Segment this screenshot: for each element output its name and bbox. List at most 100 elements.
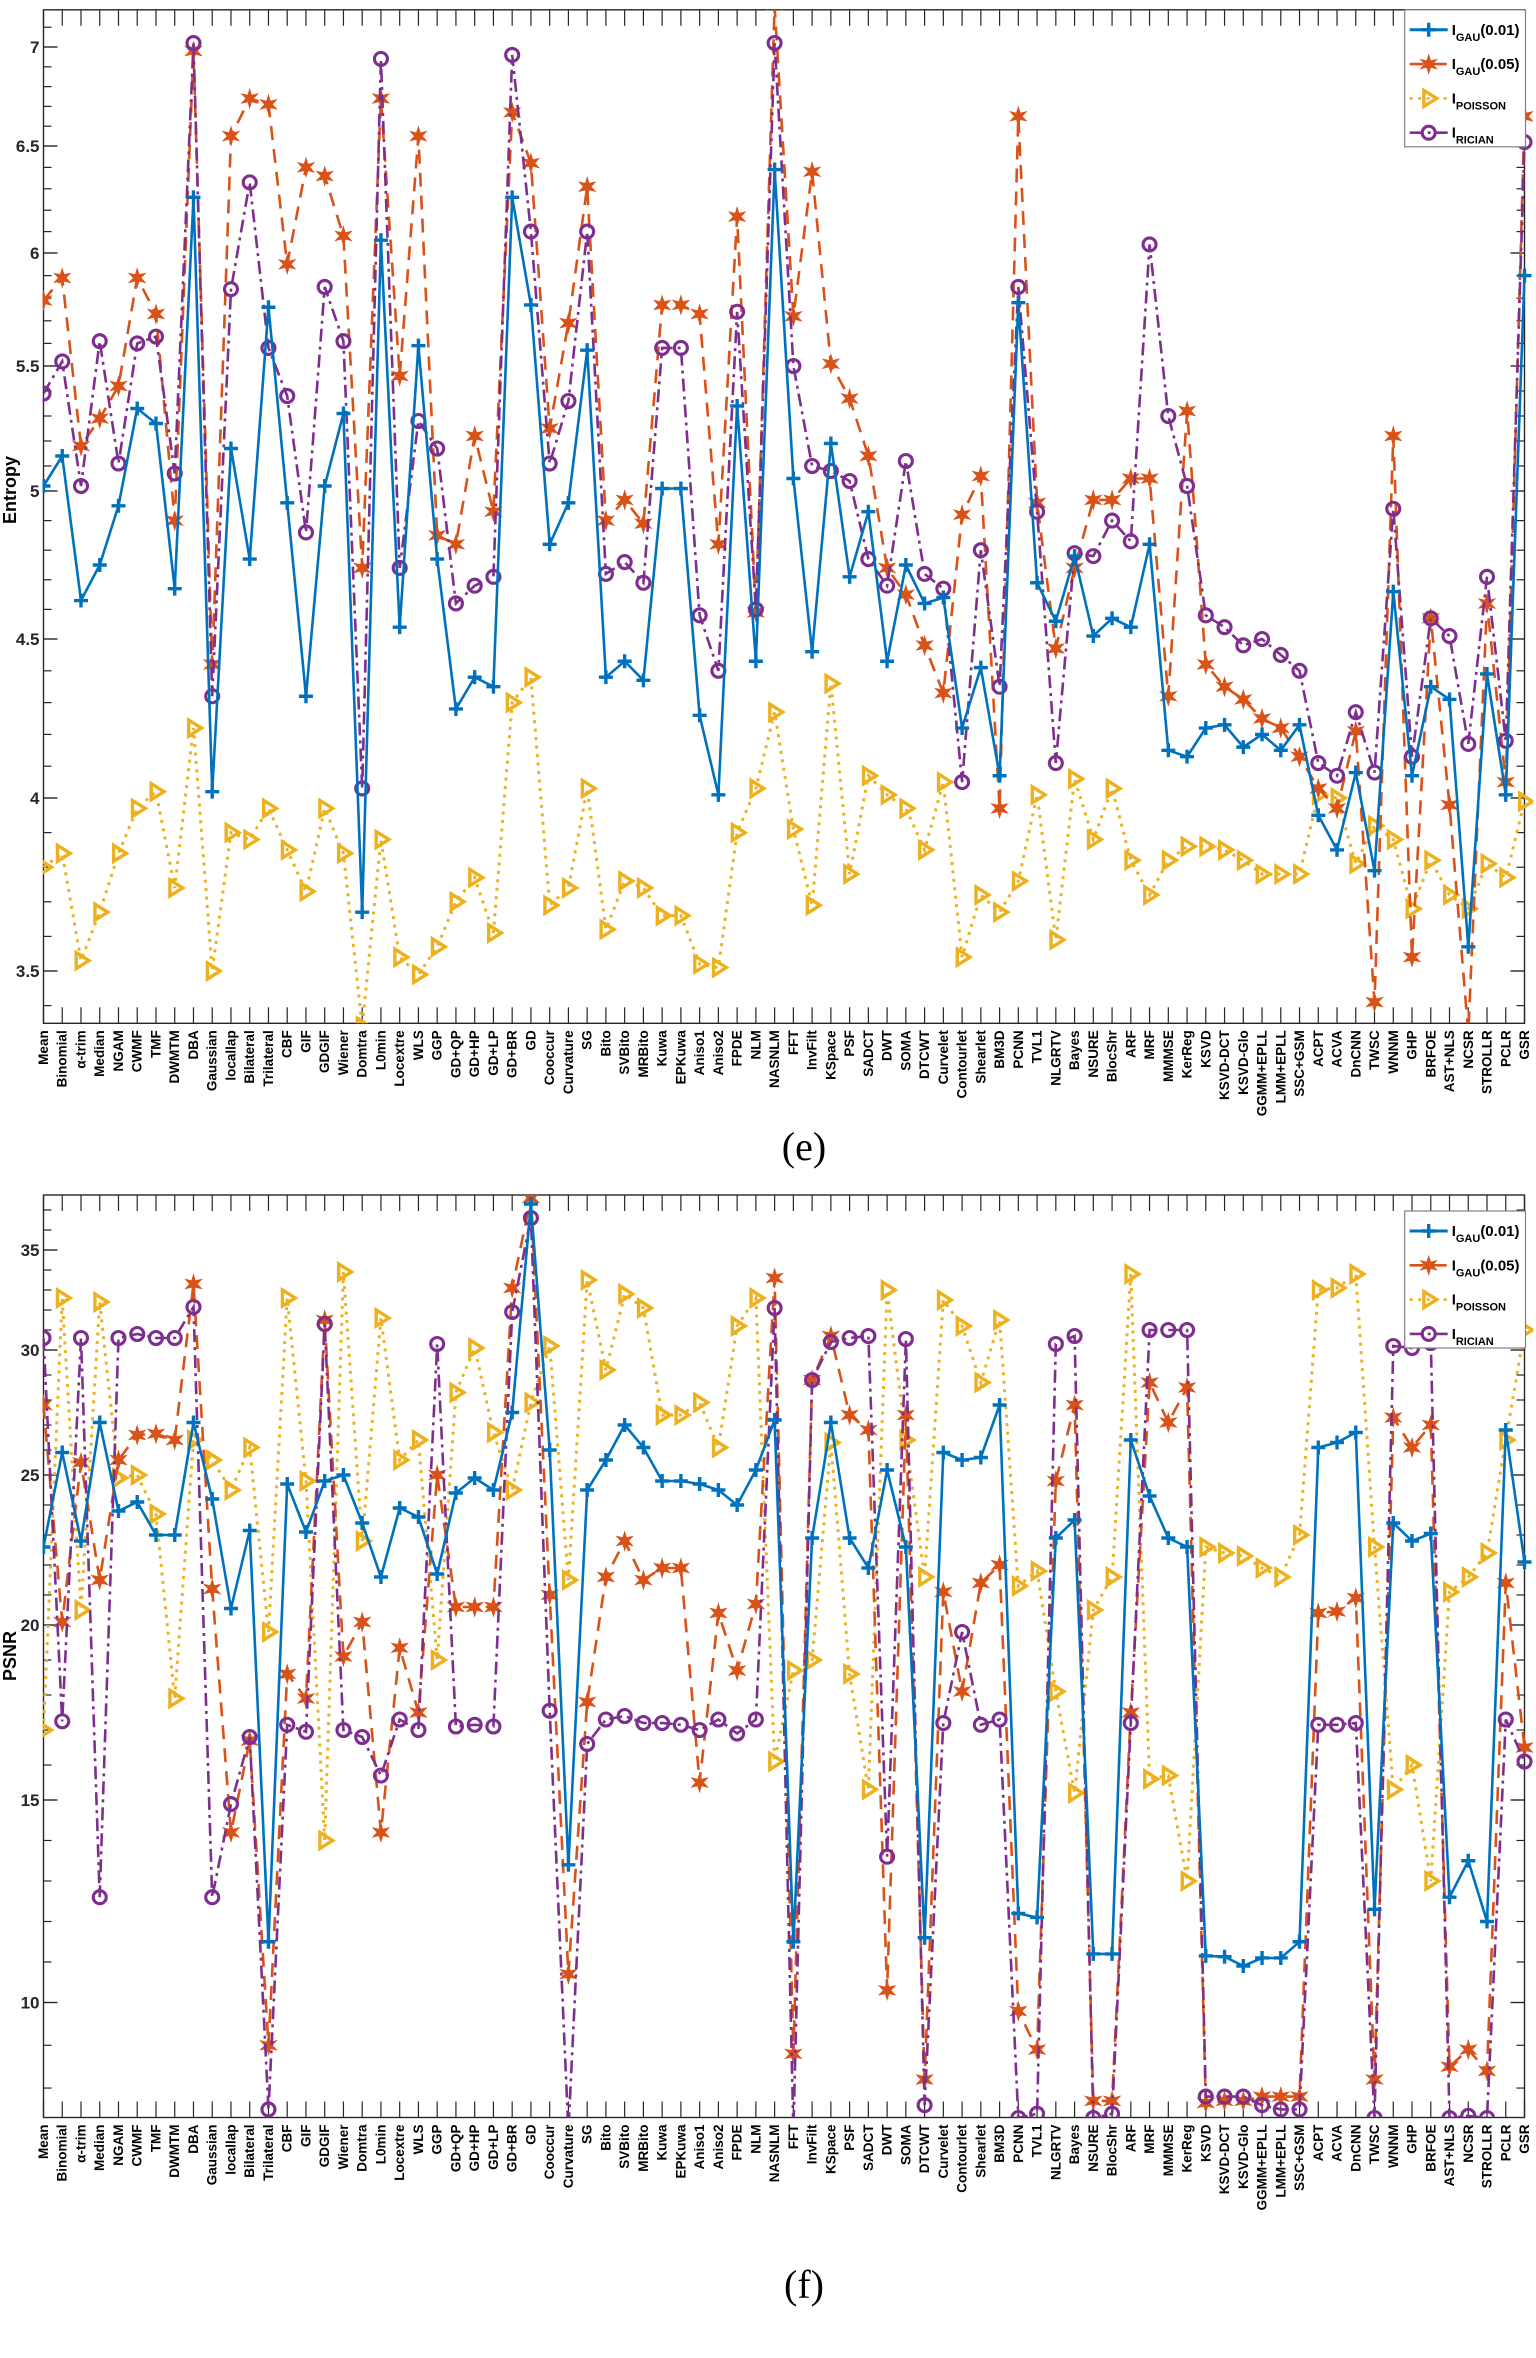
- svg-text:locallap: locallap: [223, 2125, 238, 2175]
- svg-text:30: 30: [21, 1341, 40, 1360]
- svg-text:KSVD-Glo: KSVD-Glo: [1236, 1030, 1251, 1095]
- svg-text:5.5: 5.5: [16, 357, 40, 376]
- svg-text:Mean: Mean: [36, 1030, 51, 1065]
- svg-text:DBA: DBA: [186, 1030, 201, 1059]
- svg-text:GD+LP: GD+LP: [486, 2125, 501, 2170]
- svg-text:IGAU(0.01): IGAU(0.01): [1452, 22, 1520, 44]
- svg-text:NLGRTV: NLGRTV: [1048, 2125, 1063, 2181]
- svg-text:α-trim: α-trim: [73, 2125, 88, 2163]
- svg-text:PCLR: PCLR: [1498, 1030, 1513, 1067]
- svg-text:Bayes: Bayes: [1067, 1030, 1082, 1070]
- svg-text:Curvelet: Curvelet: [936, 2124, 951, 2179]
- svg-text:WLS: WLS: [411, 2125, 426, 2155]
- svg-text:Curvelet: Curvelet: [936, 1030, 951, 1085]
- svg-text:NASNLM: NASNLM: [767, 2125, 782, 2183]
- svg-text:Aniso2: Aniso2: [711, 2125, 726, 2170]
- svg-text:Bayes: Bayes: [1067, 2125, 1082, 2165]
- svg-text:Trilateral: Trilateral: [261, 2125, 276, 2181]
- svg-text:3.5: 3.5: [16, 962, 40, 981]
- svg-text:WNNM: WNNM: [1386, 2125, 1401, 2169]
- svg-text:NLGRTV: NLGRTV: [1048, 1030, 1063, 1086]
- svg-text:GD+QP: GD+QP: [448, 2125, 463, 2173]
- svg-text:AST+NLS: AST+NLS: [1442, 2125, 1457, 2187]
- svg-text:BlocShr: BlocShr: [1105, 1030, 1120, 1083]
- svg-text:PSNR: PSNR: [0, 1631, 20, 1681]
- svg-text:FPDE: FPDE: [730, 2125, 745, 2161]
- svg-text:Kuwa: Kuwa: [655, 1030, 670, 1066]
- svg-text:Kuwa: Kuwa: [655, 2124, 670, 2160]
- svg-text:35: 35: [21, 1241, 40, 1260]
- svg-text:Gaussian: Gaussian: [205, 2125, 220, 2186]
- svg-text:GD+LP: GD+LP: [486, 1030, 501, 1075]
- svg-text:Mean: Mean: [36, 2125, 51, 2160]
- svg-text:GDGIF: GDGIF: [317, 2125, 332, 2168]
- svg-text:GGMM+EPLL: GGMM+EPLL: [1255, 1030, 1270, 1116]
- svg-text:PSF: PSF: [842, 2125, 857, 2151]
- svg-text:GSR: GSR: [1517, 1030, 1532, 1060]
- svg-text:L0min: L0min: [373, 1030, 388, 1070]
- svg-text:SVBito: SVBito: [617, 1030, 632, 1074]
- svg-text:NSURE: NSURE: [1086, 2125, 1101, 2172]
- svg-text:ACPT: ACPT: [1311, 2124, 1326, 2162]
- svg-text:NLM: NLM: [748, 2125, 763, 2154]
- svg-text:KSVD-Glo: KSVD-Glo: [1236, 2125, 1251, 2190]
- svg-text:SSC+GSM: SSC+GSM: [1292, 1030, 1307, 1096]
- svg-text:NGAM: NGAM: [111, 1030, 126, 1071]
- svg-text:KSVD: KSVD: [1198, 1030, 1213, 1068]
- svg-text:FPDE: FPDE: [730, 1030, 745, 1066]
- svg-text:AST+NLS: AST+NLS: [1442, 1030, 1457, 1092]
- svg-text:WNNM: WNNM: [1386, 1030, 1401, 1074]
- svg-text:15: 15: [21, 1791, 40, 1810]
- svg-text:SOMA: SOMA: [898, 2124, 913, 2165]
- svg-text:KSpace: KSpace: [823, 1030, 838, 1080]
- svg-text:20: 20: [21, 1616, 40, 1635]
- svg-text:Aniso1: Aniso1: [692, 2124, 707, 2170]
- svg-text:NASNLM: NASNLM: [767, 1030, 782, 1088]
- svg-text:Cooccur: Cooccur: [542, 1030, 557, 1086]
- svg-text:FFT: FFT: [786, 2124, 801, 2149]
- svg-text:BRFOE: BRFOE: [1423, 1030, 1438, 1077]
- svg-text:NLM: NLM: [748, 1030, 763, 1059]
- svg-text:PCLR: PCLR: [1498, 2124, 1513, 2161]
- svg-text:TWSC: TWSC: [1367, 2124, 1382, 2164]
- svg-text:KerReg: KerReg: [1180, 1030, 1195, 1078]
- svg-text:SG: SG: [580, 2125, 595, 2145]
- svg-text:Gaussian: Gaussian: [205, 1030, 220, 1091]
- svg-text:IPOISSON: IPOISSON: [1452, 90, 1506, 112]
- svg-text:SG: SG: [580, 1030, 595, 1050]
- svg-text:4: 4: [30, 789, 40, 808]
- svg-text:L0min: L0min: [373, 2125, 388, 2165]
- svg-text:GD+QP: GD+QP: [448, 1030, 463, 1078]
- svg-text:7: 7: [30, 38, 39, 57]
- svg-text:Bilateral: Bilateral: [242, 1030, 257, 1083]
- svg-text:PCNN: PCNN: [1011, 1030, 1026, 1068]
- svg-text:GIF: GIF: [298, 2125, 313, 2148]
- svg-text:NGAM: NGAM: [111, 2125, 126, 2166]
- svg-text:Bito: Bito: [598, 1030, 613, 1056]
- svg-text:DWMTM: DWMTM: [167, 2125, 182, 2178]
- svg-text:DTCWT: DTCWT: [917, 1030, 932, 1079]
- svg-text:FFT: FFT: [786, 1030, 801, 1055]
- svg-text:GDGIF: GDGIF: [317, 1030, 332, 1073]
- svg-text:SOMA: SOMA: [898, 1030, 913, 1071]
- svg-text:DnCNN: DnCNN: [1348, 1030, 1363, 1077]
- svg-text:(e): (e): [782, 1124, 826, 1169]
- svg-text:STROLLR: STROLLR: [1480, 2124, 1495, 2188]
- svg-text:Median: Median: [92, 1030, 107, 1077]
- svg-text:NSURE: NSURE: [1086, 1030, 1101, 1077]
- svg-text:SSC+GSM: SSC+GSM: [1292, 2125, 1307, 2191]
- svg-text:Locextre: Locextre: [392, 1030, 407, 1087]
- svg-text:Median: Median: [92, 2125, 107, 2172]
- svg-text:IPOISSON: IPOISSON: [1452, 1292, 1506, 1314]
- svg-text:InvFilt: InvFilt: [805, 2124, 820, 2164]
- svg-text:10: 10: [21, 1994, 40, 2013]
- svg-text:ACVA: ACVA: [1330, 1030, 1345, 1068]
- svg-text:Aniso2: Aniso2: [711, 1030, 726, 1075]
- svg-text:Domtra: Domtra: [355, 1030, 370, 1078]
- svg-text:GD: GD: [523, 2124, 538, 2145]
- svg-text:DnCNN: DnCNN: [1348, 2125, 1363, 2172]
- svg-text:GD: GD: [523, 1030, 538, 1051]
- svg-text:ACPT: ACPT: [1311, 1030, 1326, 1068]
- svg-text:IRICIAN: IRICIAN: [1452, 125, 1494, 147]
- svg-text:LMM+EPLL: LMM+EPLL: [1273, 1030, 1288, 1103]
